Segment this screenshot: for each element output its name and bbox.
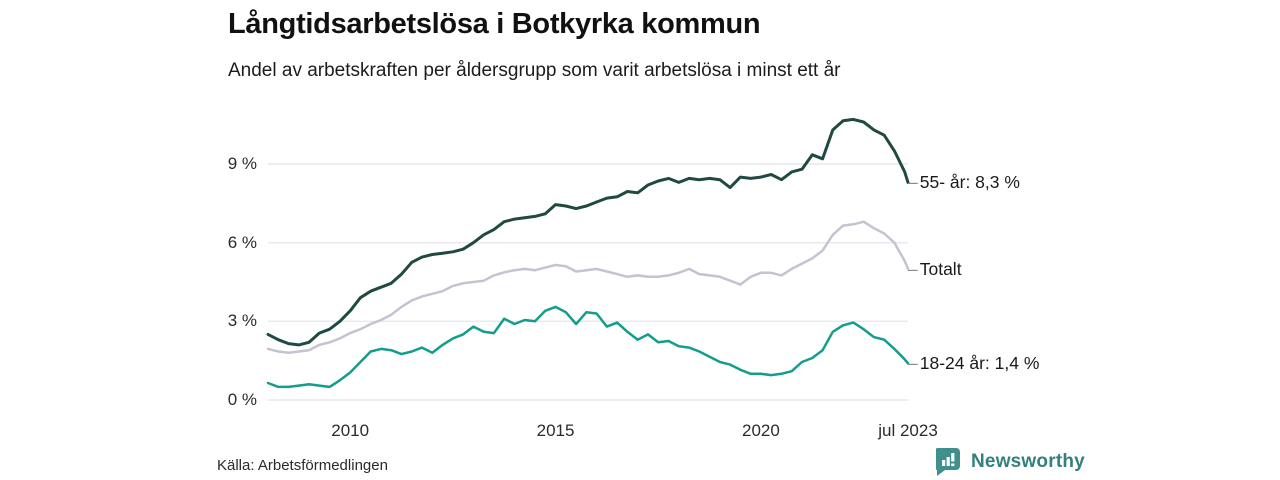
leader-dash: – bbox=[908, 172, 918, 193]
leader-dash: – bbox=[908, 353, 918, 374]
x-axis-tick-2020: 2020 bbox=[742, 421, 780, 440]
x-axis-tick-2010: 2010 bbox=[331, 421, 370, 440]
series-line-55--år bbox=[266, 117, 910, 347]
series-end-label-55--år: 55- år: 8,3 % bbox=[919, 172, 1020, 193]
newsworthy-logo: Newsworthy bbox=[936, 447, 1085, 477]
series-annotation-18-24-år: –18-24 år: 1,4 % bbox=[908, 352, 1039, 374]
series-line-18-24-år bbox=[266, 305, 910, 389]
x-axis-tick-jul-2023: jul 2023 bbox=[878, 421, 938, 440]
series-end-label-18-24-år: 18-24 år: 1,4 % bbox=[919, 353, 1040, 374]
chart-subtitle: Andel av arbetskraften per åldersgrupp s… bbox=[228, 60, 841, 81]
page-title: Långtidsarbetslösa i Botkyrka kommun bbox=[228, 8, 761, 40]
newsworthy-wordmark: Newsworthy bbox=[971, 451, 1085, 472]
x-axis-tick-2015: 2015 bbox=[536, 421, 575, 440]
y-axis-tick-3: 3 % bbox=[227, 311, 257, 331]
series-line-Totalt bbox=[266, 220, 910, 355]
newsworthy-bubble-icon bbox=[936, 448, 960, 476]
series-annotation-Totalt: – Totalt bbox=[908, 258, 962, 280]
y-axis-tick-9: 9 % bbox=[227, 154, 257, 173]
source-note: Källa: Arbetsförmedlingen bbox=[217, 457, 388, 474]
series-end-label-Totalt: Totalt bbox=[919, 258, 962, 279]
y-axis-tick-6: 6 % bbox=[227, 232, 257, 252]
series-annotation-55--år: –55- år: 8,3 % bbox=[908, 171, 1020, 193]
leader-dash: – bbox=[908, 258, 918, 279]
y-axis-tick-0: 0 % bbox=[227, 390, 257, 409]
